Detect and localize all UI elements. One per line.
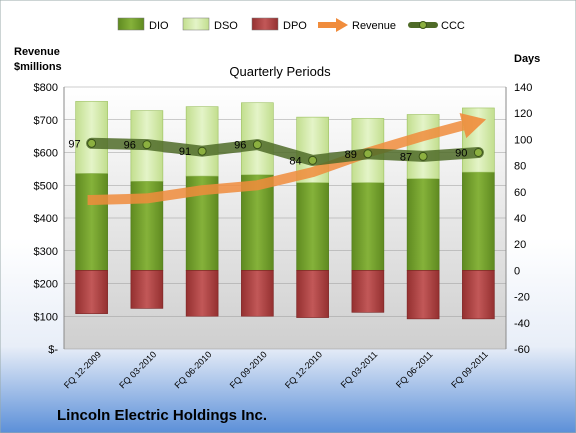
ccc-line xyxy=(86,137,484,166)
ccc-marker xyxy=(418,151,428,161)
ccc-marker xyxy=(363,149,373,159)
dpo-bar xyxy=(462,270,495,320)
dpo-bar xyxy=(296,270,329,318)
dio-bar xyxy=(406,178,440,271)
right-tick-label: 100 xyxy=(514,134,532,146)
legend-label-dso: DSO xyxy=(214,20,238,32)
ccc-marker xyxy=(473,148,483,157)
left-tick-label: $600 xyxy=(34,148,58,160)
left-axis: $- $100 $200 $300 $400 $500 $600 $700 $800 xyxy=(34,82,59,356)
left-axis-title-line2: $millions xyxy=(14,61,62,73)
right-tick-label: 80 xyxy=(514,161,526,173)
left-axis-title-line1: Revenue xyxy=(14,46,60,58)
ccc-data-label: 96 xyxy=(124,140,136,152)
ccc-series: 97 96 91 96 84 89 87 90 xyxy=(68,137,484,167)
ccc-data-label: 90 xyxy=(455,148,467,160)
right-tick-label: 120 xyxy=(514,108,532,120)
legend-label-dpo: DPO xyxy=(283,20,307,32)
right-axis: -60 -40 -20 0 20 40 60 80 100 120 140 xyxy=(514,82,532,356)
dpo-bar xyxy=(241,270,274,317)
revenue-line xyxy=(86,120,465,205)
legend-marker-ccc xyxy=(419,21,427,29)
right-tick-label: 0 xyxy=(514,265,520,277)
revenue-arrowhead xyxy=(459,112,487,139)
legend-label-ccc: CCC xyxy=(441,20,465,32)
ccc-marker xyxy=(308,155,318,165)
chart-title: Quarterly Periods xyxy=(229,64,331,79)
legend-label-revenue: Revenue xyxy=(352,20,396,32)
left-tick-label: $700 xyxy=(34,115,58,127)
ccc-data-label: 89 xyxy=(345,149,357,161)
left-tick-label: $- xyxy=(48,344,58,356)
right-tick-label: 20 xyxy=(514,239,526,251)
left-tick-label: $100 xyxy=(34,311,58,323)
legend: DIO DSO DPO Revenue CCC xyxy=(117,17,465,32)
dso-bar xyxy=(406,114,440,180)
dpo-bar xyxy=(351,270,385,313)
legend-arrowhead-revenue xyxy=(336,18,348,32)
dio-bar xyxy=(75,173,108,271)
revenue-series xyxy=(86,112,487,205)
left-tick-label: $200 xyxy=(34,279,58,291)
ccc-marker xyxy=(87,138,97,148)
dso-bar xyxy=(241,102,274,176)
dpo-bar xyxy=(130,270,164,309)
ccc-data-label: 97 xyxy=(68,138,80,150)
right-tick-label: -60 xyxy=(514,344,530,356)
dpo-bar xyxy=(406,270,440,320)
legend-swatch-dio xyxy=(117,17,145,31)
legend-swatch-dso xyxy=(182,17,210,31)
left-tick-label: $500 xyxy=(34,180,58,192)
ccc-data-label: 84 xyxy=(289,155,301,167)
right-tick-label: 40 xyxy=(514,213,526,225)
ccc-marker xyxy=(197,146,207,156)
right-axis-title: Days xyxy=(514,53,540,65)
dio-bar xyxy=(296,182,329,271)
right-tick-label: 60 xyxy=(514,187,526,199)
ccc-marker xyxy=(142,140,152,150)
ccc-data-label: 87 xyxy=(400,151,412,163)
dso-bar xyxy=(185,106,219,177)
dpo-bar xyxy=(75,270,108,314)
right-tick-label: -40 xyxy=(514,318,530,330)
left-tick-label: $400 xyxy=(34,213,58,225)
dso-bar xyxy=(75,101,108,174)
ccc-data-label: 91 xyxy=(179,146,191,158)
legend-label-dio: DIO xyxy=(149,20,169,32)
ccc-data-label: 96 xyxy=(234,140,246,152)
dio-bar xyxy=(351,182,385,271)
bars xyxy=(75,101,495,320)
company-name: Lincoln Electric Holdings Inc. xyxy=(57,407,267,424)
right-tick-label: 140 xyxy=(514,82,532,94)
right-tick-label: -20 xyxy=(514,292,530,304)
dpo-bar xyxy=(185,270,219,317)
left-tick-label: $300 xyxy=(34,246,58,258)
ccc-marker xyxy=(252,140,262,150)
dio-bar xyxy=(462,171,495,271)
legend-swatch-dpo xyxy=(251,17,279,31)
left-tick-label: $800 xyxy=(34,82,58,94)
